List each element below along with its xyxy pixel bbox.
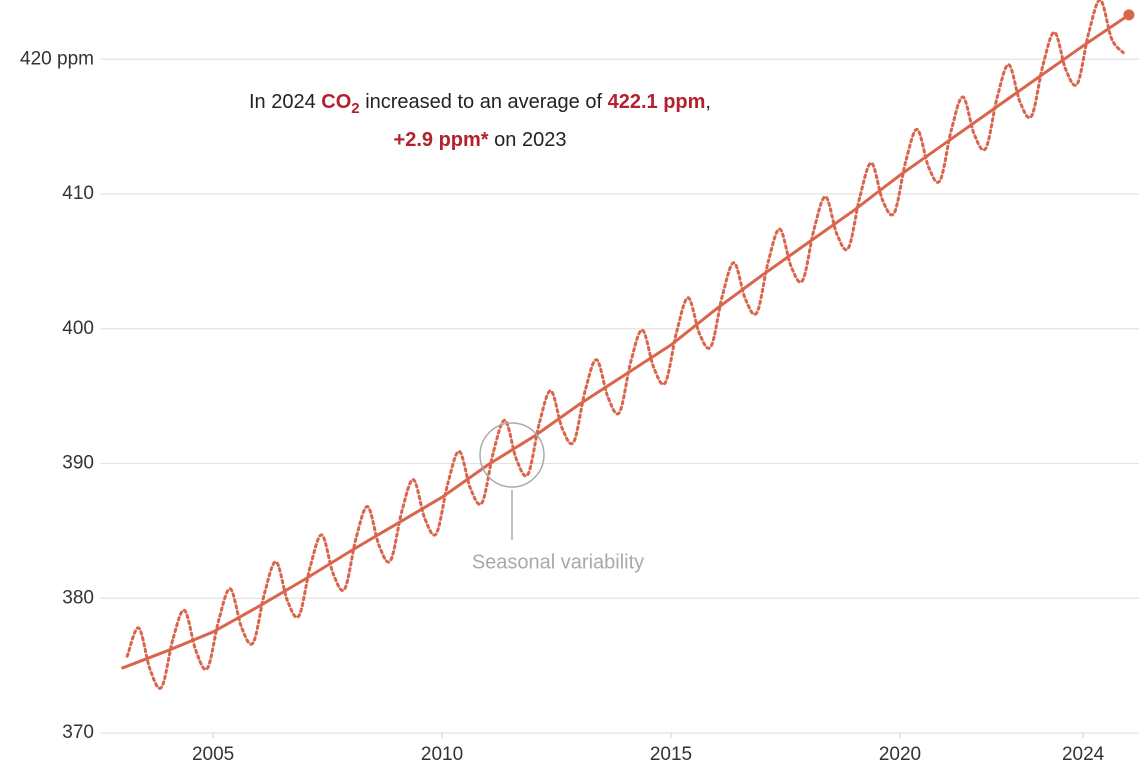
annotation-highlight: +2.9 ppm* bbox=[394, 129, 489, 151]
x-tick-label: 2010 bbox=[421, 744, 463, 765]
lines bbox=[120, 0, 1135, 690]
x-tick-label: 2020 bbox=[879, 744, 921, 765]
annotation-text: In 2024 bbox=[249, 91, 321, 113]
y-tick-label: 370 bbox=[62, 722, 94, 743]
annotation-subscript: 2 bbox=[351, 100, 359, 117]
y-tick-label: 380 bbox=[62, 587, 94, 608]
x-tick-label: 2024 bbox=[1062, 744, 1105, 765]
x-tick-label: 2005 bbox=[192, 744, 234, 765]
y-tick-label: 420 ppm bbox=[20, 48, 94, 69]
end-point bbox=[1123, 9, 1135, 21]
callout-label: Seasonal variability bbox=[472, 551, 644, 573]
annotation-line-1: In 2024 CO2 increased to an average of 4… bbox=[249, 91, 711, 117]
annotation-line-2: +2.9 ppm* on 2023 bbox=[394, 129, 567, 151]
callout-circle bbox=[479, 422, 545, 488]
seasonal-line bbox=[125, 0, 1125, 690]
annotation-highlight: CO bbox=[321, 91, 351, 113]
annotation-text: , bbox=[705, 91, 711, 113]
trend-line bbox=[120, 13, 1130, 670]
annotation-highlight: 422.1 ppm bbox=[608, 91, 706, 113]
y-tick-label: 400 bbox=[62, 318, 94, 339]
y-tick-label: 410 bbox=[62, 183, 94, 204]
annotation-text: on 2023 bbox=[489, 129, 567, 151]
x-tick-label: 2015 bbox=[650, 744, 692, 765]
y-tick-label: 390 bbox=[62, 453, 94, 474]
annotation-text: increased to an average of bbox=[360, 91, 608, 113]
